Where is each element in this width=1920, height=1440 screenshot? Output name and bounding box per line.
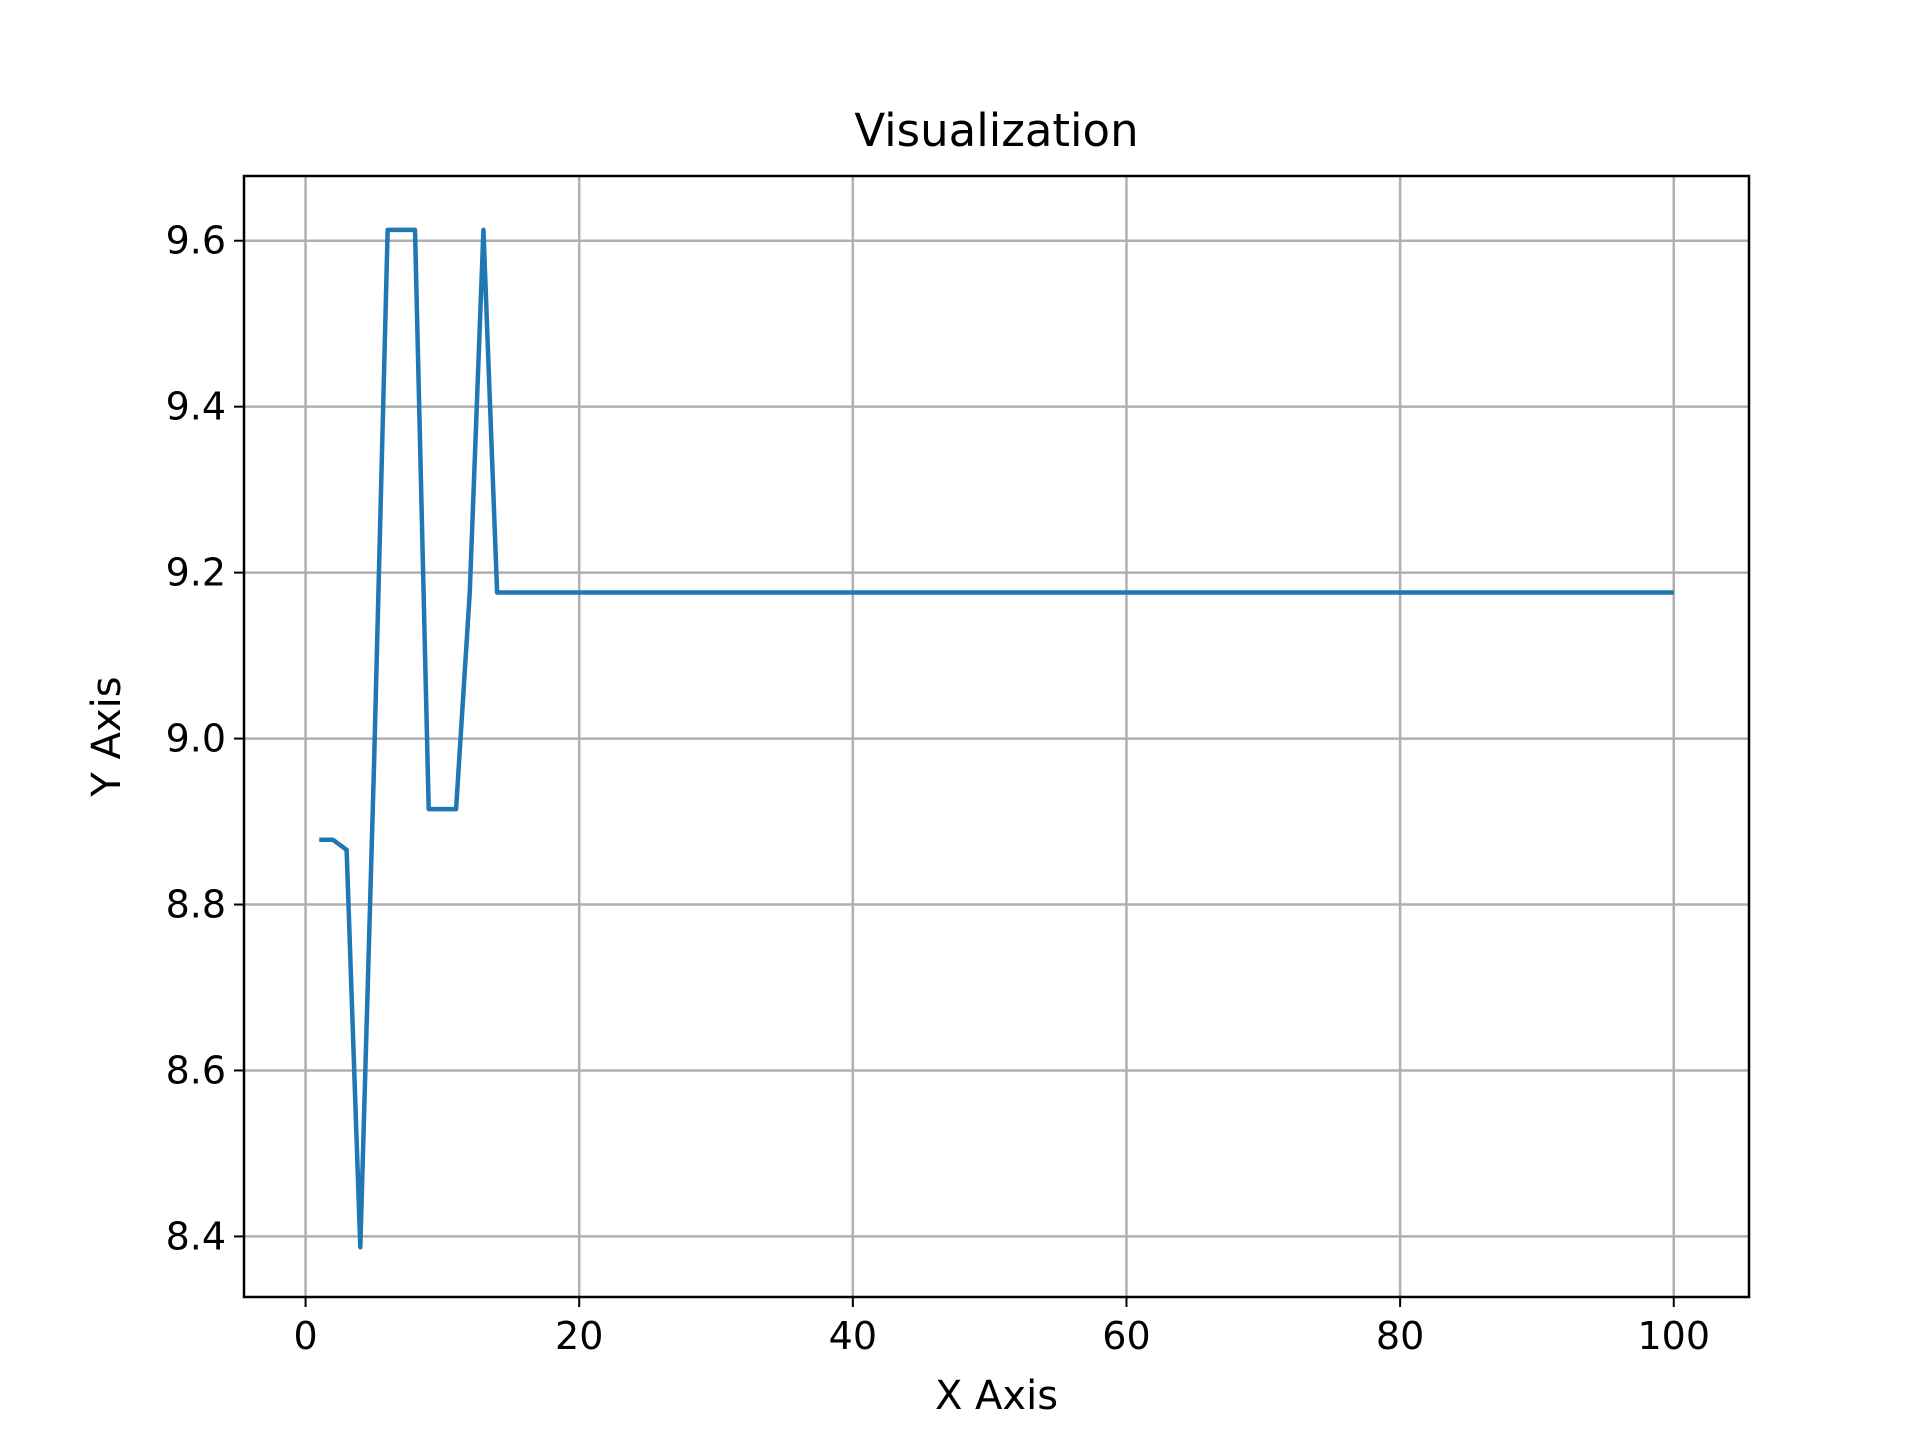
x-tick-label: 0 [293,1314,317,1358]
y-tick-label: 9.6 [166,219,226,263]
y-tick-label: 9.4 [166,385,226,429]
y-axis-ticks: 8.4 8.6 8.8 9.0 9.2 9.4 9.6 [166,219,244,1258]
y-tick-label: 9.0 [166,717,226,761]
y-axis-label: Y Axis [84,676,130,797]
x-tick-label: 80 [1376,1314,1424,1358]
x-tick-label: 60 [1102,1314,1150,1358]
x-tick-label: 100 [1637,1314,1710,1358]
series-layer [319,227,1674,1250]
y-tick-label: 8.4 [166,1214,226,1258]
x-tick-label: 20 [555,1314,603,1358]
series-line [319,227,1674,1250]
y-tick-label: 8.6 [166,1048,226,1092]
x-axis-label: X Axis [935,1373,1058,1419]
y-tick-label: 8.8 [166,883,226,927]
plot-area [244,176,1749,1297]
x-axis-ticks: 0 20 40 60 80 100 [293,1297,1710,1358]
x-tick-label: 40 [829,1314,877,1358]
x-grid-lines [304,176,1675,1297]
plot-frame [242,174,1751,1299]
chart-title: Visualization [854,104,1138,157]
y-tick-label: 9.2 [166,551,226,595]
